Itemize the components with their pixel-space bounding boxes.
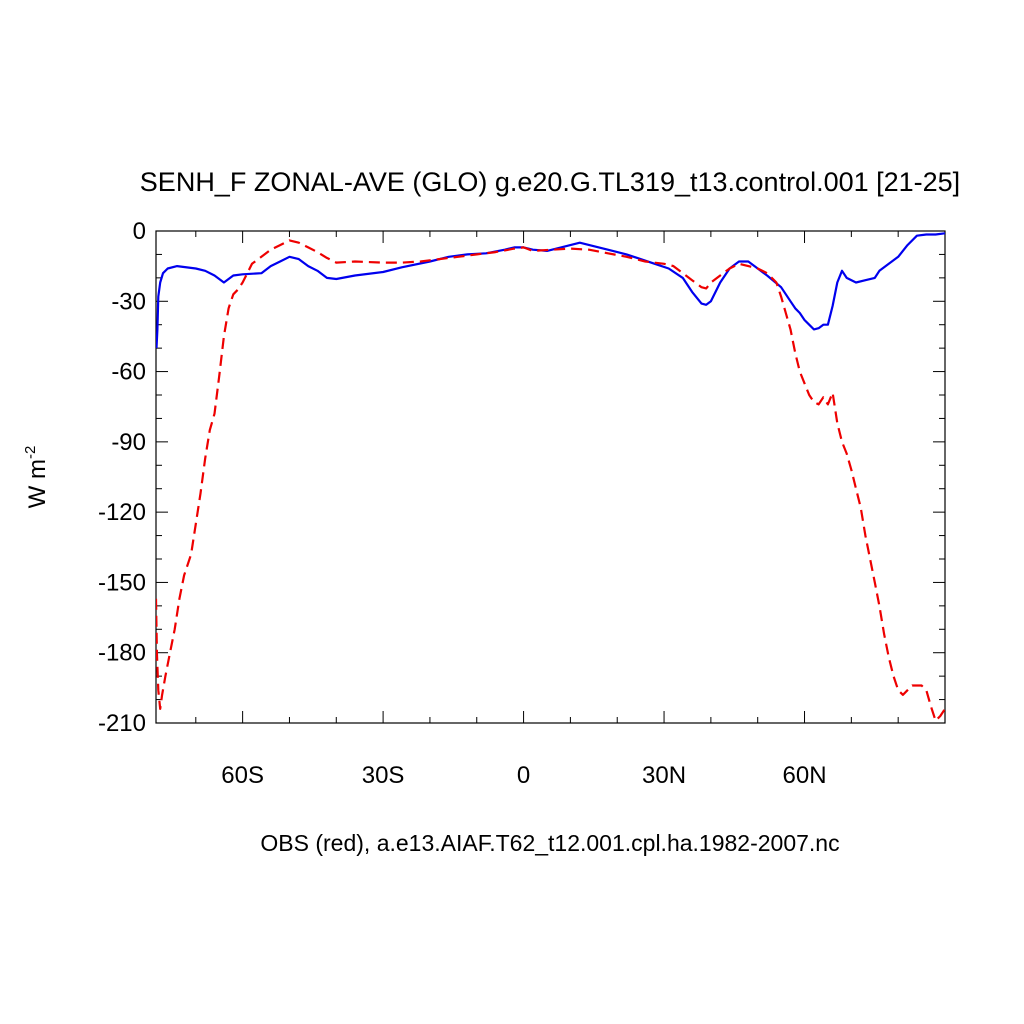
- y-tick-label: -60: [111, 359, 146, 386]
- y-tick-label: -150: [98, 569, 146, 596]
- x-tick-label: 60S: [221, 762, 264, 789]
- y-axis-label-base: W m: [24, 459, 51, 508]
- series-layer: [156, 232, 945, 722]
- plot-frame: [155, 230, 946, 724]
- x-tick-label: 30S: [362, 762, 405, 789]
- axes: 0 -30 -60 -90 -120 -150 -180 -210 60S 30S 0 30N 60N: [98, 218, 946, 789]
- x-tick-label: 0: [517, 762, 530, 789]
- y-axis-label-exponent: -2: [22, 446, 39, 459]
- y-axis-label: W m-2: [22, 446, 51, 509]
- chart-title: SENH_F ZONAL-AVE (GLO) g.e20.G.TL319_t13…: [140, 167, 960, 197]
- x-tick-label: 30N: [642, 762, 686, 789]
- x-tick-label: 60N: [783, 762, 827, 789]
- series-line-1: [156, 232, 945, 349]
- y-tick-label: -180: [98, 640, 146, 667]
- y-tick-label: 0: [133, 218, 146, 245]
- series-line-2: [156, 239, 945, 722]
- y-tick-label: -30: [111, 288, 146, 315]
- y-tick-label: -90: [111, 429, 146, 456]
- y-tick-label: -120: [98, 499, 146, 526]
- chart-caption: OBS (red), a.e13.AIAF.T62_t12.001.cpl.ha…: [260, 830, 839, 856]
- y-tick-label: -210: [98, 710, 146, 737]
